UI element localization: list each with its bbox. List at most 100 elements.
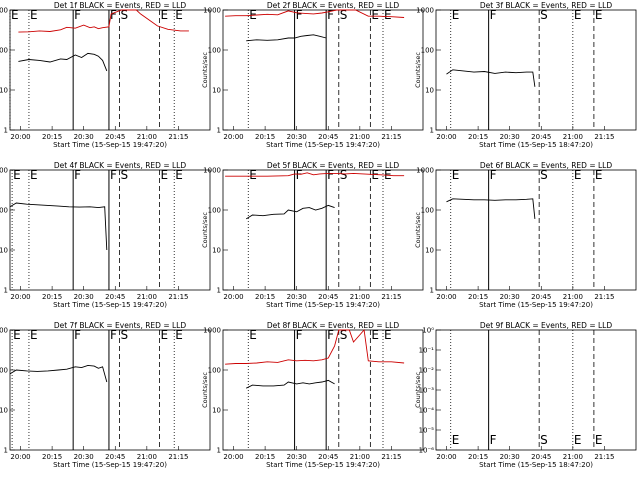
marker-label-e: E (30, 168, 38, 182)
y-tick-label: 100 (208, 47, 221, 55)
y-tick-label: 1000 (0, 327, 8, 335)
marker-label-f: F (74, 8, 81, 22)
series-events-line (18, 52, 108, 72)
marker-label-e: E (371, 168, 379, 182)
marker-label-f: F (110, 168, 117, 182)
y-tick-label: 100 (208, 367, 221, 375)
y-tick-label: 1000 (203, 7, 221, 15)
panel-det-3: Det 3f BLACK = Events, RED = LLD 1 10 100 10… (414, 1, 637, 149)
marker-label-f: F (74, 328, 81, 342)
y-tick-label: 1 (217, 287, 221, 295)
marker-label-e: E (452, 8, 460, 22)
x-tick-label: 20:45 (318, 133, 338, 141)
x-axis-label: Start Time (15-Sep-15 19:47:20) (53, 461, 167, 469)
panel-title: Det 1f BLACK = Events, RED = LLD (54, 1, 187, 10)
marker-label-f: F (110, 328, 117, 342)
x-tick-label: 21:00 (137, 453, 157, 461)
x-tick-label: 20:45 (318, 453, 338, 461)
y-axis-label: Counts/sec (201, 372, 209, 408)
series-events-line (245, 204, 335, 220)
x-tick-label: 20:00 (436, 133, 456, 141)
x-tick-label: 20:00 (10, 453, 30, 461)
panel-det-5: Det 5f BLACK = Events, RED = LLD 1 10 100 10… (201, 161, 424, 309)
x-tick-label: 20:30 (500, 453, 520, 461)
y-tick-label: 100 (0, 47, 8, 55)
marker-label-f: F (296, 8, 303, 22)
x-tick-label: 20:30 (500, 133, 520, 141)
panel-det-8: Det 8f BLACK = Events, RED = LLD 1 10 100 10… (201, 321, 424, 469)
y-tick-label: 1 (4, 127, 8, 135)
x-tick-label: 21:15 (168, 453, 188, 461)
x-tick-label: 20:00 (223, 453, 243, 461)
x-tick-label: 21:00 (563, 453, 583, 461)
y-tick-label: 10 (0, 87, 8, 95)
x-tick-label: 20:45 (531, 133, 551, 141)
series-events-line (246, 379, 335, 389)
x-axis-label: Start Time (15-Sep-15 19:47:20) (53, 141, 167, 149)
y-tick-label: 10 (425, 87, 434, 95)
x-tick-label: 21:15 (381, 293, 401, 301)
marker-label-s: S (120, 8, 128, 22)
marker-label-f: F (490, 168, 497, 182)
marker-label-e: E (175, 8, 183, 22)
x-tick-label: 20:00 (436, 453, 456, 461)
marker-label-s: S (340, 328, 348, 342)
plot-frame (435, 329, 637, 451)
panel-title: Det 5f BLACK = Events, RED = LLD (267, 161, 400, 170)
series-events-line (246, 34, 327, 42)
marker-label-e: E (595, 8, 603, 22)
y-axis-label: Counts/sec (201, 52, 209, 88)
marker-label-f: F (327, 328, 334, 342)
x-tick-label: 20:30 (287, 133, 307, 141)
x-tick-label: 20:30 (287, 293, 307, 301)
y-tick-label: 10⁻⁶ (419, 447, 435, 455)
y-tick-label: 10 (425, 247, 434, 255)
x-tick-label: 21:00 (137, 133, 157, 141)
y-tick-label: 100 (208, 207, 221, 215)
series-lld-line (225, 328, 405, 365)
x-tick-label: 20:15 (468, 453, 488, 461)
x-tick-label: 20:15 (468, 293, 488, 301)
x-axis-label: Start Time (15-Sep-15 19:47:20) (479, 301, 593, 309)
marker-label-e: E (249, 168, 257, 182)
y-tick-label: 1 (430, 127, 434, 135)
marker-label-f: F (327, 8, 334, 22)
y-tick-label: 1000 (416, 167, 434, 175)
panel-title: Det 4f BLACK = Events, RED = LLD (54, 161, 187, 170)
x-axis-label: Start Time (15-Sep-15 19:47:20) (266, 461, 380, 469)
y-tick-label: 1000 (0, 7, 8, 15)
x-tick-label: 21:15 (594, 133, 614, 141)
x-tick-label: 20:15 (255, 453, 275, 461)
marker-label-e: E (384, 8, 392, 22)
plot-frame (222, 9, 424, 131)
panel-det-4: Det 4f BLACK = Events, RED = LLD 1 10 100 10… (0, 161, 211, 309)
x-tick-label: 21:00 (350, 133, 370, 141)
y-axis-label: Counts/sec (201, 212, 209, 248)
x-tick-label: 20:45 (105, 453, 125, 461)
y-tick-label: 1 (217, 447, 221, 455)
series-lld-line (225, 9, 405, 18)
x-tick-label: 20:00 (223, 293, 243, 301)
plot-frame (222, 169, 424, 291)
marker-label-f: F (490, 433, 497, 447)
x-tick-label: 20:30 (74, 133, 94, 141)
y-axis-label: Counts/sec (414, 212, 422, 248)
marker-label-e: E (30, 328, 38, 342)
y-tick-label: 10⁻⁴ (419, 407, 435, 415)
panel-det-6: Det 6f BLACK = Events, RED = LLD 1 10 100 10… (414, 161, 637, 309)
y-tick-label: 1000 (203, 167, 221, 175)
x-tick-label: 21:00 (350, 453, 370, 461)
x-tick-label: 20:00 (10, 133, 30, 141)
y-tick-label: 10 (212, 87, 221, 95)
x-axis-label: Start Time (15-Sep-15 18:47:20) (479, 141, 593, 149)
marker-label-e: E (574, 433, 582, 447)
y-tick-label: 100 (421, 207, 434, 215)
y-tick-label: 10⁻³ (419, 387, 435, 395)
series-lld-line (18, 9, 189, 33)
marker-label-f: F (74, 168, 81, 182)
marker-label-s: S (340, 8, 348, 22)
x-tick-label: 21:00 (137, 293, 157, 301)
marker-label-e: E (175, 328, 183, 342)
x-tick-label: 21:15 (381, 453, 401, 461)
